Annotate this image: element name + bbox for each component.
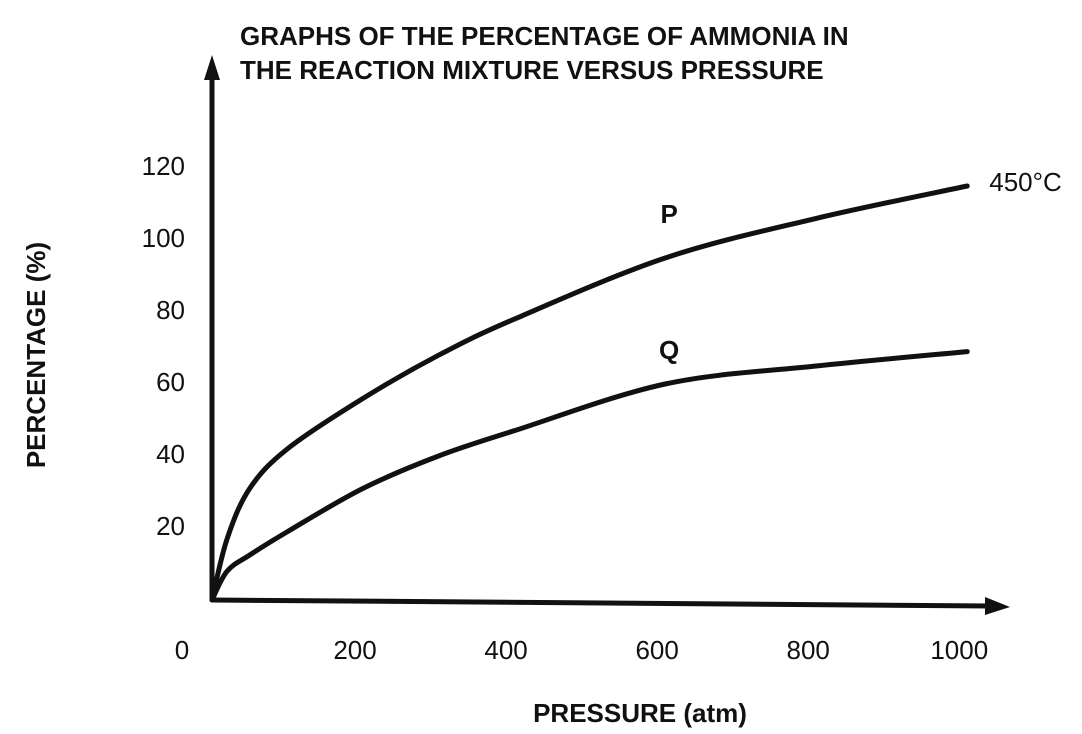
x-axis: [211, 597, 991, 609]
annotation: 450°C: [989, 167, 1062, 197]
y-tick-label: 40: [156, 439, 185, 469]
y-tick-label: 120: [142, 151, 185, 181]
chart-title: THE REACTION MIXTURE VERSUS PRESSURE: [240, 55, 824, 85]
x-tick-label: 800: [786, 635, 829, 665]
x-tick-label: 200: [333, 635, 376, 665]
x-tick-label: 0: [175, 635, 189, 665]
chart-title: GRAPHS OF THE PERCENTAGE OF AMMONIA IN: [240, 21, 849, 51]
series-label: P: [660, 199, 677, 229]
line: [209, 183, 970, 603]
x-tick-label: 400: [484, 635, 527, 665]
y-tick-label: 80: [156, 295, 185, 325]
y-axis-arrow: [204, 55, 220, 80]
y-tick-label: 60: [156, 367, 185, 397]
y-tick-label: 20: [156, 511, 185, 541]
line: [209, 349, 970, 603]
y-axis-label: PERCENTAGE (%): [21, 242, 51, 468]
series-label: Q: [659, 335, 679, 365]
x-tick-label: 600: [635, 635, 678, 665]
x-tick-label: 1000: [930, 635, 988, 665]
x-axis-arrow: [985, 597, 1010, 615]
y-tick-label: 100: [142, 223, 185, 253]
x-axis-label: PRESSURE (atm): [533, 698, 747, 728]
